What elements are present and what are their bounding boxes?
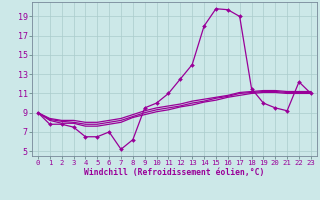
X-axis label: Windchill (Refroidissement éolien,°C): Windchill (Refroidissement éolien,°C): [84, 168, 265, 177]
